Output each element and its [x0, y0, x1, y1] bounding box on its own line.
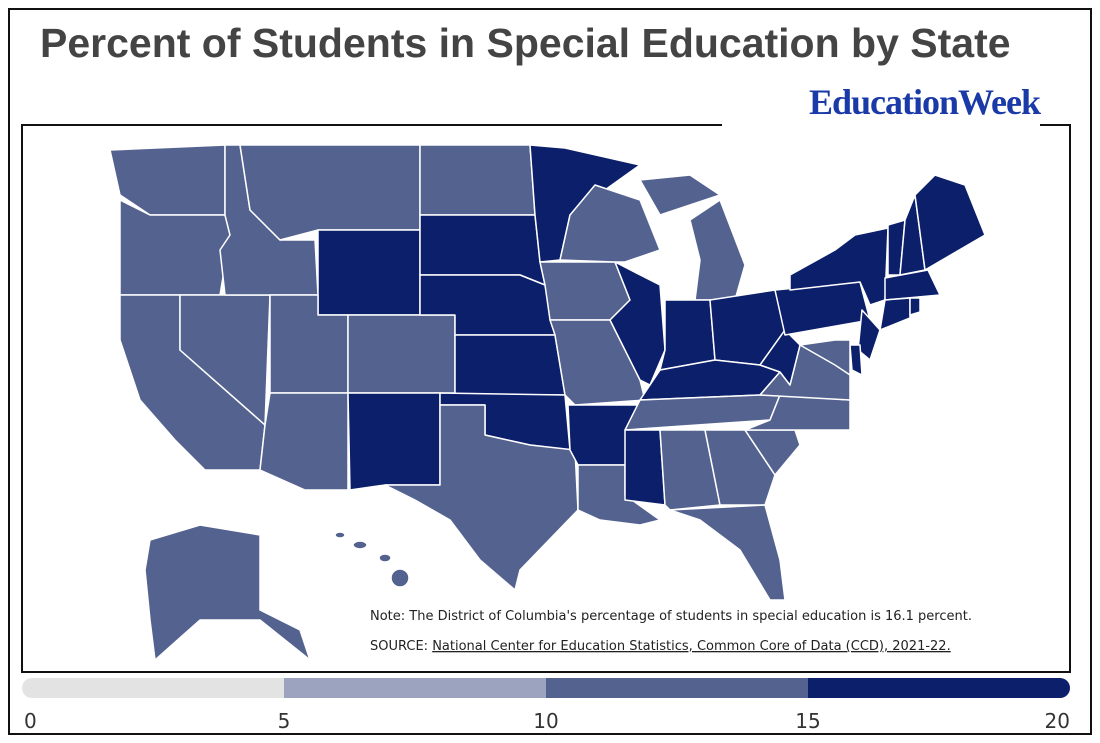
state [334, 531, 346, 539]
state [259, 392, 349, 491]
title: Percent of Students in Special Education… [40, 20, 1011, 66]
state [849, 344, 863, 376]
map-frame [21, 124, 1071, 673]
source-prefix: SOURCE: [370, 639, 428, 654]
legend-tick-label: 10 [533, 709, 558, 733]
state [624, 429, 666, 506]
state [659, 429, 721, 511]
legend-swatch [546, 678, 808, 698]
note: Note: The District of Columbia's percent… [370, 609, 972, 624]
state [347, 314, 456, 394]
state [659, 299, 716, 371]
state [378, 553, 392, 563]
state [119, 199, 231, 296]
legend-tick-label: 15 [795, 709, 820, 733]
state [909, 297, 921, 316]
state [419, 144, 536, 216]
state [799, 339, 851, 376]
state [390, 568, 410, 588]
state [384, 404, 579, 591]
state [317, 229, 421, 316]
state [759, 329, 801, 386]
state [914, 174, 986, 271]
state [352, 540, 368, 550]
state [689, 199, 746, 301]
outer-border [8, 8, 1092, 735]
legend-tick-label: 0 [24, 709, 37, 733]
source-link[interactable]: National Center for Education Statistics… [432, 639, 951, 654]
state [144, 524, 311, 661]
state [347, 392, 441, 491]
source: SOURCE: National Center for Education St… [370, 639, 951, 654]
legend-tick-label: 5 [278, 709, 291, 733]
state [454, 334, 566, 396]
states [109, 144, 986, 661]
state [879, 297, 911, 331]
state [559, 184, 661, 263]
legend-swatch [284, 678, 546, 698]
state [639, 174, 721, 216]
legend-swatch [22, 678, 284, 698]
state [884, 269, 941, 301]
state [239, 144, 421, 241]
state [857, 309, 881, 361]
logo: EducationWeek [722, 78, 1041, 126]
legend-tick-label: 20 [1045, 709, 1070, 733]
state [609, 261, 666, 386]
legend: 0 5 10 15 20 [22, 678, 1070, 733]
state [669, 504, 786, 601]
legend-swatch [808, 678, 1070, 698]
state [539, 261, 631, 321]
